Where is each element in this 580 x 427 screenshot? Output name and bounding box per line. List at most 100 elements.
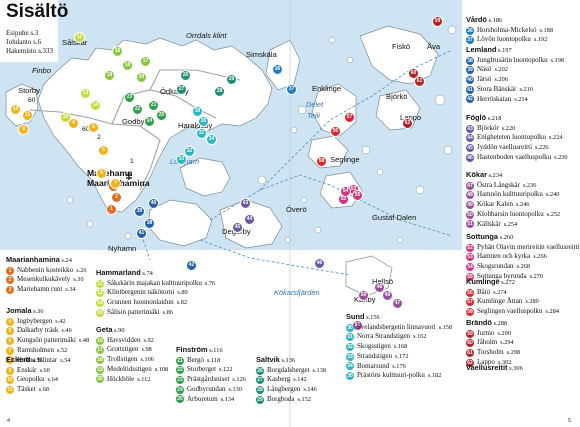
toc-entry[interactable]: 38 Jungfrusärin luontopolku s.198	[466, 56, 578, 66]
map-pin[interactable]: 29	[226, 74, 237, 85]
toc-entry[interactable]: 56 Båtö s.274	[466, 288, 578, 298]
map-pin[interactable]: 22	[132, 104, 143, 115]
toc-section-heading[interactable]: Hammarland s.74	[96, 268, 208, 279]
map-pin[interactable]: 40	[148, 198, 159, 209]
toc-entry[interactable]: 34 Bomarsund s.176	[346, 362, 458, 372]
map-pin[interactable]: 28	[214, 86, 225, 97]
map-pin[interactable]: 18	[122, 60, 133, 71]
toc-entry[interactable]: 36 Horsholma-Mickelsö s.188	[466, 26, 578, 36]
toc-section-heading[interactable]: Vårdö s.186	[466, 15, 578, 26]
toc-entry[interactable]: 44 Enigheteten luontopolku s.224	[466, 133, 578, 143]
toc-section-heading[interactable]: Föglö s.218	[466, 113, 578, 124]
toc-section-heading[interactable]: Jomala s.36	[6, 306, 118, 317]
toc-entry[interactable]: 17 Grottstigen s.98	[96, 345, 208, 355]
map-pin[interactable]: 25	[156, 110, 167, 121]
toc-entry[interactable]: 7 Ramsholmen s.52	[6, 346, 118, 356]
map-pin[interactable]: 9	[18, 124, 29, 135]
toc-section-heading[interactable]: Brändö s.288	[466, 318, 578, 329]
toc-entry[interactable]: 16 Havsvidden s.92	[96, 336, 208, 346]
map-pin[interactable]: 4	[68, 118, 79, 129]
map-pin[interactable]: 30	[192, 106, 203, 117]
toc-entry[interactable]: 58 Seglingen vaelluspolku s.284	[466, 307, 578, 317]
toc-entry[interactable]: 37 Lövön luontopolku s.192	[466, 35, 578, 45]
map-pin[interactable]: 7	[110, 178, 121, 189]
map-pin[interactable]: 37	[286, 84, 297, 95]
toc-entry[interactable]: 42 Herröskatan s.214	[466, 95, 578, 105]
toc-entry[interactable]: 20 Höckböle s.112	[96, 375, 208, 385]
toc-entry[interactable]: 40 Järsö s.206	[466, 75, 578, 85]
toc-entry[interactable]: 2 Mesenkulkukävely s.30	[6, 275, 118, 285]
toc-entry[interactable]: 19 Medeltidsstigen s.108	[96, 365, 208, 375]
toc-entry[interactable]: 9 Enskär s.60	[6, 366, 118, 376]
map-pin[interactable]: 54	[340, 186, 351, 197]
toc-section-heading[interactable]: Sund s.156	[346, 312, 458, 323]
map-pin[interactable]: 35	[198, 116, 209, 127]
toc-entry[interactable]: 27 Kasberg s.142	[256, 375, 368, 385]
toc-entry[interactable]: 46 Hastenboden vaelluspolku s.230	[466, 153, 578, 163]
toc-section-heading[interactable]: Lemland s.197	[466, 45, 578, 56]
map-pin[interactable]: 15	[60, 112, 71, 123]
toc-entry[interactable]: 3 Mariehamn runt s.34	[6, 285, 118, 295]
toc-entry[interactable]: 49 Kökar Kalen s.246	[466, 200, 578, 210]
toc-entry[interactable]: 12 Såkskärin majakan kulttuuripolku s.76	[96, 279, 215, 289]
map-pin[interactable]: 17	[140, 56, 151, 67]
toc-entry[interactable]: 10 Geopolku s.64	[6, 375, 118, 385]
toc-section-heading[interactable]: Geta s.90	[96, 325, 208, 336]
map-pin[interactable]: 56	[330, 126, 341, 137]
toc-entry[interactable]: 6 Kungsön patterimäki s.48	[6, 336, 118, 346]
map-pin[interactable]: 59	[432, 16, 443, 27]
toc-entry[interactable]: 51 Källskär s.254	[466, 220, 578, 230]
toc-entry[interactable]: 14 Grunnen luonnonlaidun s.82	[96, 298, 208, 308]
toc-entry[interactable]: 32 Skogsstigen s.168	[346, 342, 458, 352]
map-pin[interactable]: 43	[240, 198, 251, 209]
toc-entry[interactable]: 55 Sottunga byrunda s.270	[466, 272, 578, 282]
map-pin[interactable]: 12	[74, 32, 85, 43]
map-pin[interactable]: 10	[10, 104, 21, 115]
toc-entry[interactable]: 24 Godbyrundan s.130	[176, 385, 288, 395]
map-pin[interactable]: 23	[124, 92, 135, 103]
toc-entry[interactable]: 48 Hamnön kulttuuripolku s.240	[466, 190, 578, 200]
toc-entry[interactable]: 21 Bergö s.118	[176, 356, 288, 366]
toc-entry[interactable]: 47 Östra Långskär s.236	[466, 181, 578, 191]
toc-section-heading[interactable]: Kumlinge s.272	[466, 277, 578, 288]
map-pin[interactable]: 13	[80, 88, 91, 99]
map-pin[interactable]: 26	[180, 70, 191, 81]
toc-section-heading[interactable]: Eckerö s.58	[6, 355, 118, 366]
toc-entry[interactable]: 29 Borgboda s.152	[256, 395, 368, 405]
map-pin[interactable]: 14	[90, 100, 101, 111]
toc-section-heading[interactable]: Maarianhamina s.24	[6, 255, 118, 266]
toc-entry[interactable]: 35 Prästöns kulttuuri-polku s.182	[346, 371, 458, 381]
toc-entry[interactable]: 59 Jurmo s.290	[466, 329, 578, 339]
toc-section-heading[interactable]: Finström s.116	[176, 345, 288, 356]
map-pin[interactable]: 2	[111, 192, 122, 203]
map-pin[interactable]: 24	[144, 116, 155, 127]
toc-entry[interactable]: 31 Norra Strandstigen s.162	[346, 332, 458, 342]
toc-entry[interactable]: 28 Långbergen s.146	[256, 385, 368, 395]
map-pin[interactable]: 49	[382, 290, 393, 301]
toc-entry[interactable]: 23 Prästgårdsniset s.126	[176, 375, 288, 385]
map-pin[interactable]: 16	[112, 46, 123, 57]
map-pin[interactable]: 45	[232, 222, 243, 233]
toc-entry[interactable]: 4 Ingbybergen s.42	[6, 317, 118, 327]
toc-entry[interactable]: 33 Strandstigen s.172	[346, 352, 458, 362]
toc-entry[interactable]: 30 Svelandsbergetin linnavuori s.158	[346, 323, 458, 333]
map-pin[interactable]: 42	[186, 260, 197, 271]
map-pin[interactable]: 44	[244, 214, 255, 225]
toc-section-heading[interactable]: Saltvik s.136	[256, 355, 368, 366]
toc-entry[interactable]: 8 Kobba Klintar s.54	[6, 356, 118, 366]
map-pin[interactable]: 11	[22, 110, 33, 121]
map-pin[interactable]: 46	[314, 258, 325, 269]
toc-entry[interactable]: 25 Arboretum s.134	[176, 395, 288, 405]
map-pin[interactable]: 8	[96, 168, 107, 179]
map-pin[interactable]: 19	[104, 70, 115, 81]
toc-entry[interactable]: 53 Hamnen och kyrka s.266	[466, 252, 578, 262]
toc-entry[interactable]: 57 Kumlinge Ättan s.280	[466, 297, 578, 307]
map-pin[interactable]: 39	[134, 206, 145, 217]
map-pin[interactable]: 5	[98, 145, 109, 156]
toc-entry[interactable]: 18 Trollstigen s.106	[96, 355, 208, 365]
toc-entry[interactable]: 54 Skogsrundan s.268	[466, 262, 578, 272]
map-pin[interactable]: 27	[176, 84, 187, 95]
toc-entry[interactable]: 39 Näsö s.202	[466, 65, 578, 75]
toc-entry[interactable]: 26 Borgdalsberget s.138	[256, 366, 368, 376]
